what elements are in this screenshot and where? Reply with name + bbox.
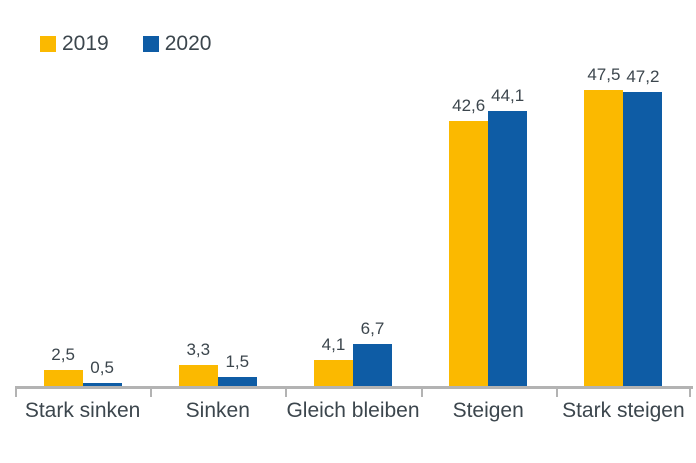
category-label-gleich-bleiben: Gleich bleiben [286, 399, 420, 422]
value-label-2019-steigen: 42,6 [452, 95, 486, 115]
x-axis-tick [285, 386, 287, 397]
value-label-2020-stark-sinken: 0,5 [90, 357, 114, 377]
value-label-2019-gleich-bleiben: 4,1 [321, 335, 346, 355]
category-label-steigen: Steigen [452, 399, 524, 422]
bar-2019-steigen: 42,6 [449, 97, 489, 386]
bar-2020-steigen: 44,1 [488, 87, 528, 386]
bar-2020-stark-steigen: 47,2 [623, 68, 663, 386]
category-cell-sinken: 3,3 1,5 [150, 0, 285, 386]
legend-item-2020: 2020 [142, 32, 212, 55]
value-label-2020-gleich-bleiben: 6,7 [360, 319, 385, 339]
value-label-2019-sinken: 3,3 [186, 340, 211, 360]
value-label-2020-sinken: 1,5 [225, 351, 250, 371]
bar-2019-sinken: 3,3 [178, 341, 218, 386]
legend-label-2020: 2020 [164, 32, 212, 55]
category-label-stark-sinken: Stark sinken [24, 399, 141, 422]
category-label-sinken: Sinken [185, 399, 250, 422]
bar-group-stark-sinken: 2,5 0,5 [43, 346, 122, 386]
x-axis-tick [689, 386, 691, 397]
legend-swatch-2020 [142, 35, 159, 52]
legend-label-2019: 2019 [62, 32, 109, 55]
category-cell-steigen: 42,6 44,1 [421, 0, 556, 386]
value-label-2019-stark-steigen: 47,5 [587, 65, 621, 84]
bar-group-stark-steigen: 47,5 47,2 [584, 66, 663, 386]
x-axis-tick [556, 386, 558, 397]
bar-2020-stark-sinken: 0,5 [82, 359, 122, 386]
bar-2020-sinken: 1,5 [217, 353, 257, 386]
plot-area: 2,5 0,5 Stark sinken 3,3 1,5 Sinken 4,1 6,7 Glei… [15, 0, 693, 463]
bar-2020-gleich-bleiben: 6,7 [352, 320, 392, 386]
bar-group-gleich-bleiben: 4,1 6,7 [313, 320, 392, 386]
x-axis-tick [150, 386, 152, 397]
category-cell-stark-steigen: 47,5 47,2 [556, 0, 691, 386]
bar-2019-stark-steigen: 47,5 [584, 66, 624, 386]
value-label-2020-stark-steigen: 47,2 [626, 66, 660, 86]
legend-swatch-2019 [40, 35, 56, 52]
legend-item-2019: 2019 [40, 33, 109, 54]
x-axis-line [15, 386, 693, 389]
bar-group-sinken: 3,3 1,5 [178, 341, 257, 386]
bar-2019-stark-sinken: 2,5 [43, 346, 83, 386]
value-label-2020-steigen: 44,1 [491, 86, 525, 106]
chart-legend: 2019 2020 [40, 33, 211, 54]
category-cell-gleich-bleiben: 4,1 6,7 [285, 0, 420, 386]
bar-group-steigen: 42,6 44,1 [449, 87, 528, 386]
x-axis-tick [421, 386, 423, 397]
value-label-2019-stark-sinken: 2,5 [51, 345, 75, 365]
category-label-stark-steigen: Stark steigen [562, 399, 685, 422]
bar-2019-gleich-bleiben: 4,1 [313, 336, 353, 386]
category-cell-stark-sinken: 2,5 0,5 [15, 0, 150, 386]
x-axis-tick [15, 386, 17, 397]
